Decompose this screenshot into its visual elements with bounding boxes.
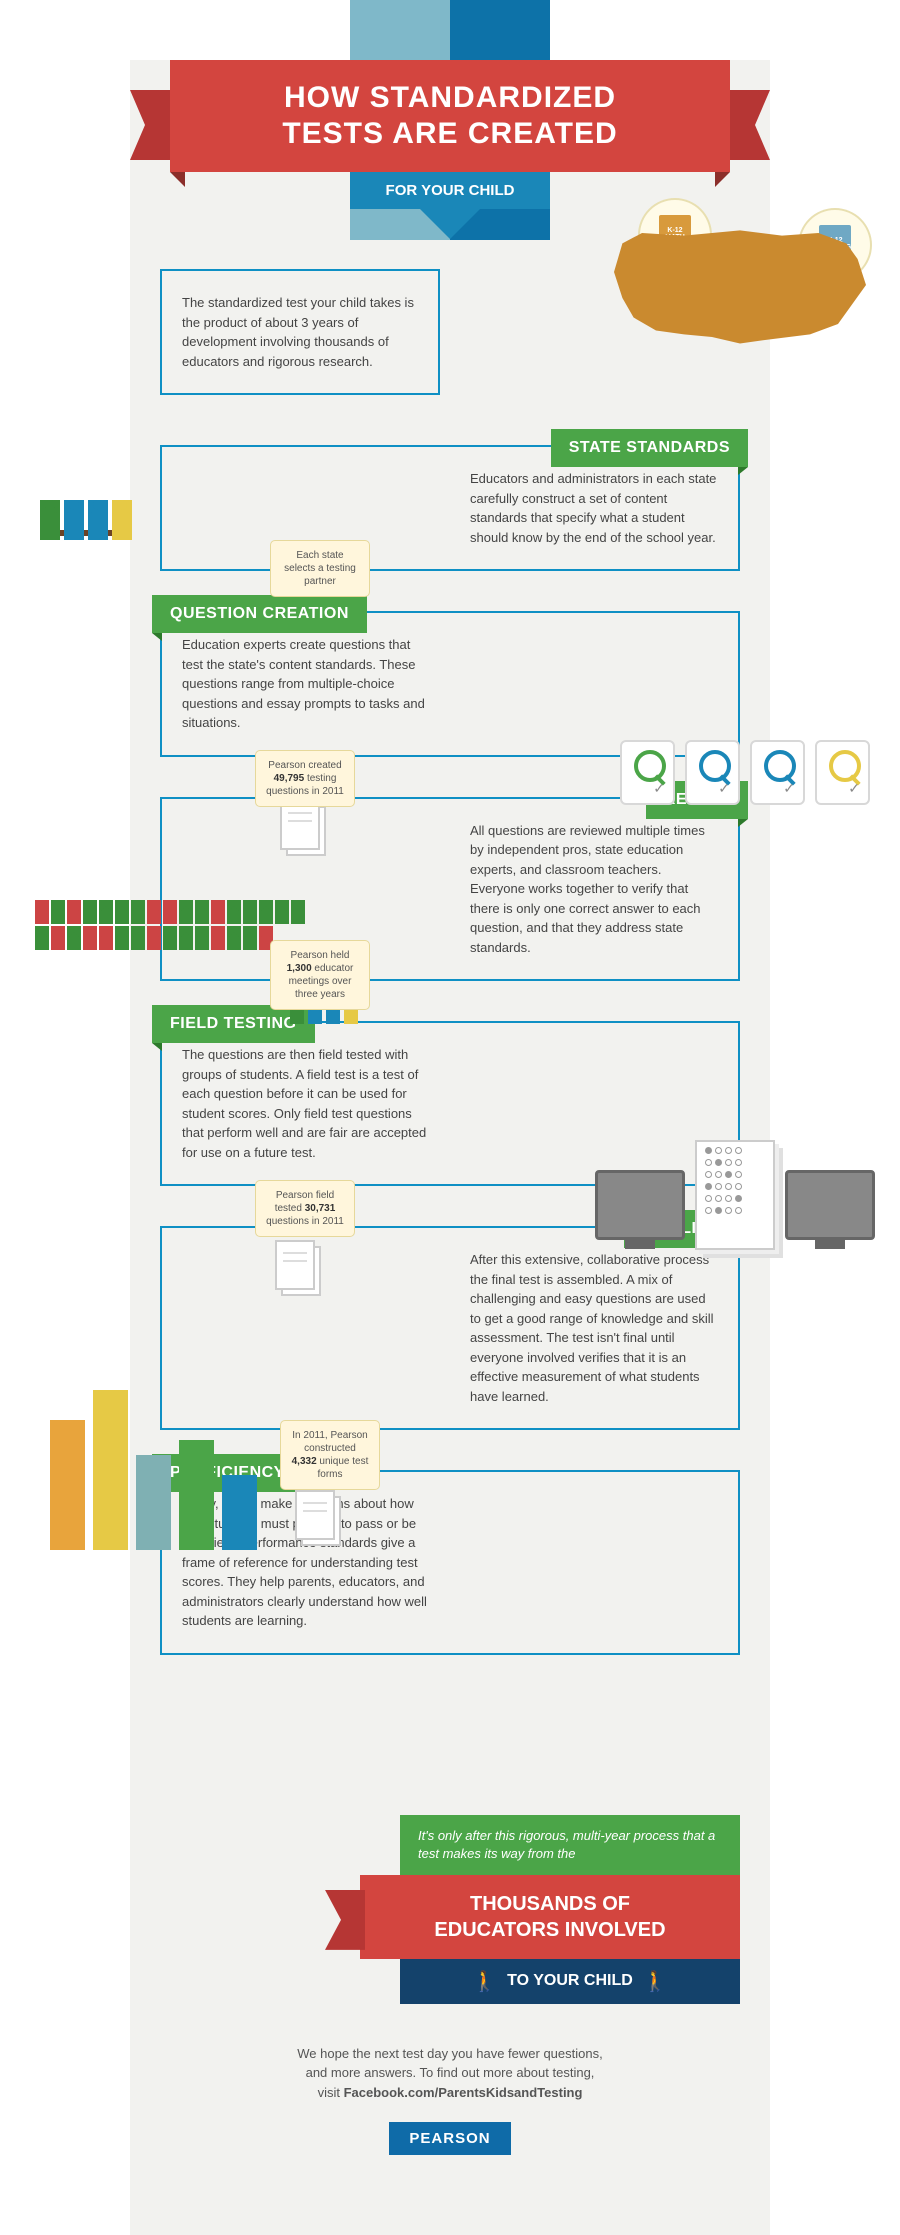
person-icon <box>131 926 145 950</box>
bar <box>93 1390 128 1550</box>
title-box: HOW STANDARDIZED TESTS ARE CREATED <box>170 60 730 172</box>
bar <box>179 1440 214 1550</box>
person-icon <box>40 500 60 540</box>
monitor-icon <box>785 1170 875 1240</box>
person-icon <box>163 926 177 950</box>
person-icon <box>64 500 84 540</box>
magnifier-icon <box>620 740 675 805</box>
us-map-illustration: K-12 MATH K-12 READING <box>600 220 880 390</box>
callout: In 2011, Pearson constructed 4,332 uniqu… <box>280 1420 380 1490</box>
callout: Each state selects a testing partner <box>270 540 370 597</box>
magnifier-icon <box>685 740 740 805</box>
title-ribbon: HOW STANDARDIZED TESTS ARE CREATED <box>170 60 730 172</box>
person-icon <box>112 500 132 540</box>
closing-l3: visit Facebook.com/ParentsKidsandTesting <box>190 2083 710 2103</box>
monitors-illustration <box>595 1140 875 1270</box>
person-icon <box>147 926 161 950</box>
person-icon <box>67 926 81 950</box>
person-icon <box>83 900 97 924</box>
person-icon <box>163 900 177 924</box>
person-icon <box>35 926 49 950</box>
person-icon <box>211 926 225 950</box>
page: HOW STANDARDIZED TESTS ARE CREATED FOR Y… <box>0 0 900 2235</box>
section-head: QUESTION CREATION <box>152 595 367 633</box>
section-body: Education experts create questions that … <box>162 613 450 755</box>
person-icon <box>259 900 273 924</box>
closing-l2: and more answers. To find out more about… <box>190 2063 710 2083</box>
person-icon <box>115 900 129 924</box>
person-icon <box>88 500 108 540</box>
brand-wrap: PEARSON <box>130 2122 770 2195</box>
person-icon <box>179 926 193 950</box>
arrow-down-icon <box>420 209 480 239</box>
person-icon <box>195 926 209 950</box>
footer-ribbon: It's only after this rigorous, multi-yea… <box>160 1815 740 2004</box>
person-icon: 🚶 <box>472 1969 497 1994</box>
documents-icon <box>275 1240 325 1300</box>
bar <box>50 1420 85 1550</box>
person-icon <box>227 926 241 950</box>
monitor-icon <box>595 1170 685 1240</box>
documents-icon <box>280 800 330 860</box>
person-icon: 🚶 <box>643 1969 668 1994</box>
footer-main: THOUSANDS OF EDUCATORS INVOLVED <box>360 1875 740 1959</box>
scantron-icon <box>695 1140 775 1250</box>
title-line1: HOW STANDARDIZED <box>200 80 700 116</box>
people-at-table-illustration <box>40 500 132 540</box>
person-icon <box>227 900 241 924</box>
person-icon <box>243 900 257 924</box>
person-icon <box>99 926 113 950</box>
person-icon <box>147 900 161 924</box>
section-question-creation: QUESTION CREATIONEducation experts creat… <box>160 611 740 757</box>
infographic: HOW STANDARDIZED TESTS ARE CREATED FOR Y… <box>130 60 770 2235</box>
section-body: All questions are reviewed multiple time… <box>450 799 738 980</box>
title-line2: TESTS ARE CREATED <box>200 116 700 152</box>
person-icon <box>131 900 145 924</box>
subtitle: FOR YOUR CHILD <box>350 172 550 209</box>
footer-main-l2: EDUCATORS INVOLVED <box>434 1919 665 1941</box>
magnifier-icon <box>815 740 870 805</box>
person-icon <box>179 900 193 924</box>
person-icon <box>83 926 97 950</box>
magnifier-icon <box>750 740 805 805</box>
footer-intro: It's only after this rigorous, multi-yea… <box>400 1815 740 1875</box>
person-icon <box>291 900 305 924</box>
person-icon <box>99 900 113 924</box>
book-math-top: K-12 <box>667 227 682 234</box>
footer-sub-text: TO YOUR CHILD <box>507 1972 633 1990</box>
magnifier-row <box>620 740 870 805</box>
closing-l1: We hope the next test day you have fewer… <box>190 2044 710 2064</box>
documents-icon <box>295 1490 345 1550</box>
person-icon <box>67 900 81 924</box>
section-state-standards: STATE STANDARDSEducators and administrat… <box>160 445 740 571</box>
callout: Pearson created 49,795 testing questions… <box>255 750 355 807</box>
footer-main-l1: THOUSANDS OF <box>470 1893 630 1915</box>
person-icon <box>195 900 209 924</box>
callout: Pearson held 1,300 educator meetings ove… <box>270 940 370 1010</box>
person-icon <box>35 900 49 924</box>
person-icon <box>115 926 129 950</box>
bar <box>222 1475 257 1550</box>
person-icon <box>243 926 257 950</box>
closing-text: We hope the next test day you have fewer… <box>190 2044 710 2103</box>
person-icon <box>51 900 65 924</box>
person-icon <box>51 926 65 950</box>
footer-sub: 🚶 TO YOUR CHILD 🚶 <box>400 1959 740 2004</box>
bar <box>136 1455 171 1550</box>
section-head: STATE STANDARDS <box>551 429 748 467</box>
callout: Pearson field tested 30,731 questions in… <box>255 1180 355 1237</box>
section-review: REVIEWAll questions are reviewed multipl… <box>160 797 740 982</box>
intro-text: The standardized test your child takes i… <box>160 269 440 395</box>
bar-chart-illustration <box>50 1400 257 1550</box>
person-icon <box>275 900 289 924</box>
people-crowd-illustration <box>35 900 305 950</box>
person-icon <box>211 900 225 924</box>
pearson-logo: PEARSON <box>389 2122 510 2155</box>
